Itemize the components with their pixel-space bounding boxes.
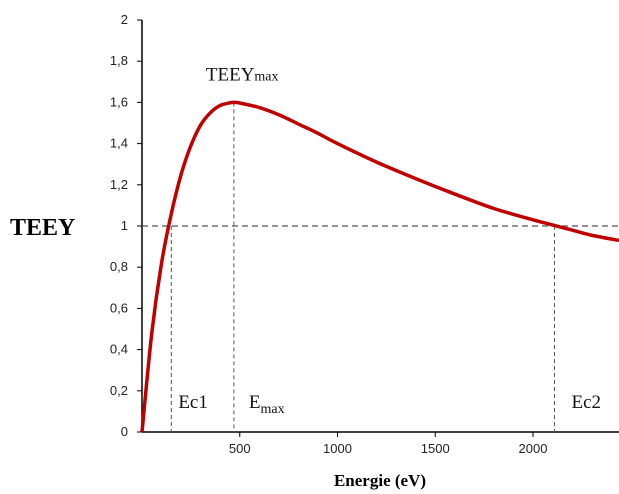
- ec1-annotation: Ec1: [178, 392, 208, 413]
- emax-annotation: Emax: [249, 392, 285, 417]
- x-axis-label: Energie (eV): [334, 471, 426, 490]
- y-tick-label: 1,6: [110, 94, 128, 109]
- teey-curve: [140, 100, 619, 433]
- y-tick-label: 0: [121, 424, 128, 439]
- curve-layer: [140, 100, 619, 433]
- y-tick-label: 1,2: [110, 177, 128, 192]
- x-tick-label: 1000: [323, 441, 352, 456]
- reference-lines: [142, 102, 619, 432]
- y-tick-label: 1,4: [110, 136, 128, 151]
- ec2-annotation: Ec2: [571, 392, 601, 413]
- annotation-layer: TEEYmax Ec1 Emax Ec2: [178, 64, 601, 417]
- peak-annotation: TEEYmax: [206, 64, 279, 85]
- y-tick-label: 0,2: [110, 383, 128, 398]
- x-tick-label: 1500: [421, 441, 450, 456]
- x-tick-label: 500: [229, 441, 251, 456]
- y-tick-label: 1,8: [110, 53, 128, 68]
- y-axis-label: TEEY: [10, 215, 75, 241]
- tick-layer: 0 0,2 0,4 0,6 0,8 1 1,2 1,4 1,6 1,8 2 500 1000 1500 20…: [110, 12, 548, 456]
- y-tick-label: 2: [121, 12, 128, 27]
- y-tick-label: 0,6: [110, 300, 128, 315]
- y-tick-label: 0,8: [110, 259, 128, 274]
- x-tick-label: 2000: [519, 441, 548, 456]
- y-tick-label: 1: [121, 218, 128, 233]
- y-tick-label: 0,4: [110, 342, 128, 357]
